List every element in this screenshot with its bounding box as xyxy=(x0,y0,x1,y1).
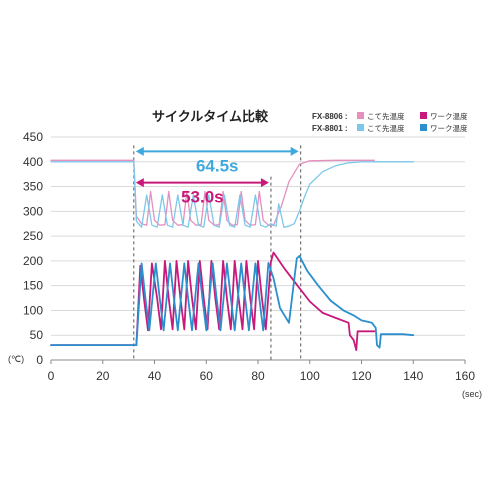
y-tick-label: 450 xyxy=(23,130,43,144)
annotation-label-1: 64.5s xyxy=(196,156,239,175)
legend-model-fx8806: FX-8806 : xyxy=(312,112,348,121)
annotation-arrow-head-left xyxy=(135,146,144,156)
y-tick-label: 300 xyxy=(23,204,43,218)
legend: FX-8806 : こて先温度 ワーク温度 FX-8801 : こて先温度 ワー… xyxy=(312,111,468,133)
y-tick-label: 150 xyxy=(23,279,43,293)
series-lines xyxy=(50,159,415,352)
annotation-arrow-head-right xyxy=(290,146,299,156)
y-tick-label: 50 xyxy=(30,328,44,342)
legend-label-fx8801-tip: こて先温度 xyxy=(367,123,405,133)
y-tick-label: 250 xyxy=(23,229,43,243)
x-tick-label: 20 xyxy=(96,369,110,383)
x-tick-label: 140 xyxy=(403,369,423,383)
y-tick-label: 200 xyxy=(23,254,43,268)
x-tick-label: 40 xyxy=(148,369,162,383)
annotation-arrow-head-left xyxy=(135,178,144,188)
x-tick-label: 160 xyxy=(455,369,475,383)
legend-model-fx8801: FX-8801 : xyxy=(312,124,348,133)
legend-swatch-fx8801-work xyxy=(420,124,427,131)
legend-label-fx8806-work: ワーク温度 xyxy=(430,111,468,121)
x-tick-label: 100 xyxy=(300,369,320,383)
y-axis-unit: (℃) xyxy=(8,354,24,364)
y-tick-label: 100 xyxy=(23,303,43,317)
cycle-markers xyxy=(133,145,302,360)
legend-swatch-fx8806-tip xyxy=(357,112,364,119)
axes: 0 50 100 150 200 250 300 350 400 450 0 20 40 60 80 100 1… xyxy=(23,130,475,383)
chart-title: サイクルタイム比較 xyxy=(152,109,269,125)
legend-swatch-fx8806-work xyxy=(420,112,427,119)
annotation-arrow-head-right xyxy=(260,178,269,188)
x-axis-unit: (sec) xyxy=(462,389,482,399)
legend-label-fx8801-work: ワーク温度 xyxy=(430,123,468,133)
series-line-4 xyxy=(50,254,415,349)
x-tick-label: 0 xyxy=(48,369,55,383)
y-tick-label: 400 xyxy=(23,155,43,169)
y-tick-label: 350 xyxy=(23,180,43,194)
y-tick-label: 0 xyxy=(36,353,43,367)
annotation-label-2: 53.0s xyxy=(181,188,224,207)
legend-label-fx8806-tip: こて先温度 xyxy=(367,111,405,121)
grid-lines xyxy=(51,136,465,336)
x-tick-label: 80 xyxy=(251,369,265,383)
legend-swatch-fx8801-tip xyxy=(357,124,364,131)
x-tick-label: 60 xyxy=(200,369,214,383)
x-tick-label: 120 xyxy=(351,369,371,383)
cycle-time-annotations: 64.5s 53.0s xyxy=(135,146,299,207)
series-line-3 xyxy=(50,161,414,228)
